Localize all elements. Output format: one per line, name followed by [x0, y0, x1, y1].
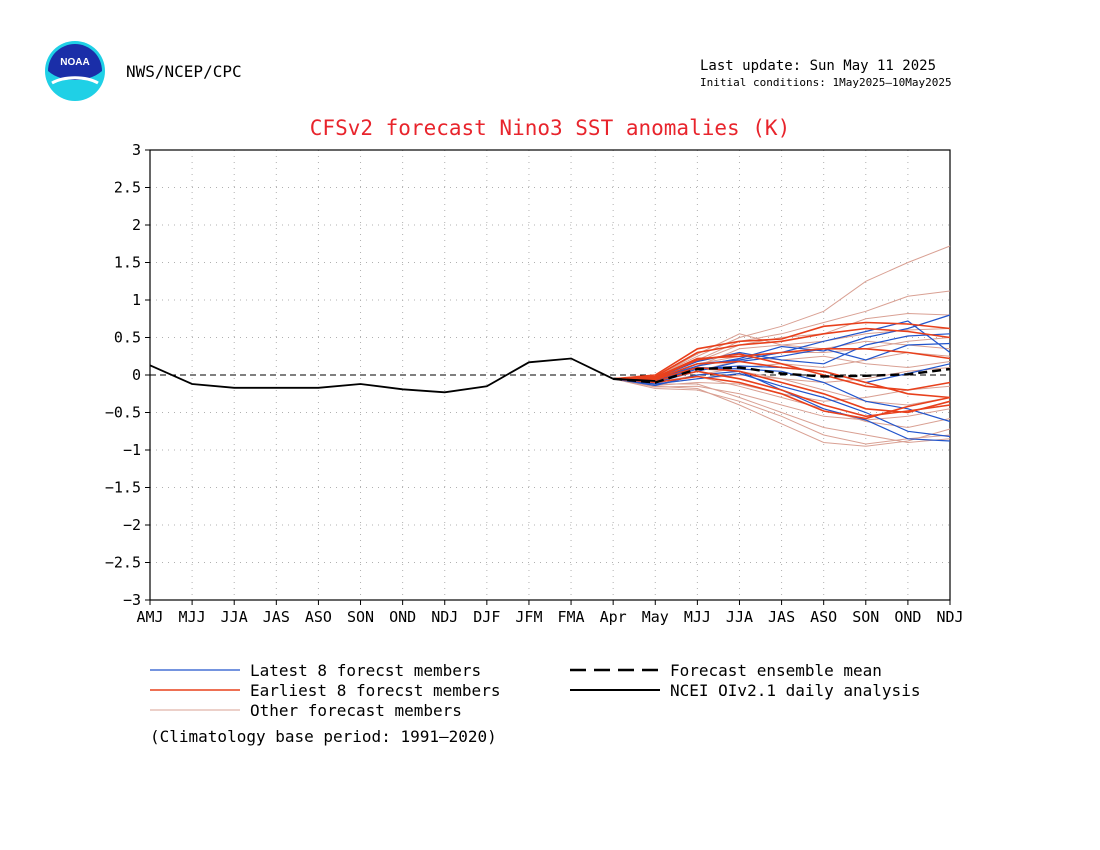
noaa-logo: NOAA — [44, 40, 106, 102]
legend-earliest-label: Earliest 8 forecst members — [250, 681, 500, 700]
y-tick-label: 0.5 — [114, 329, 141, 347]
other-member-line — [613, 378, 951, 444]
grid — [150, 150, 950, 600]
ensemble-mean-line — [613, 366, 951, 384]
y-tick-label: −2 — [123, 516, 141, 534]
initial-conditions: Initial conditions: 1May2025–10May2025 — [700, 76, 952, 89]
latest-member-line — [613, 366, 951, 423]
legend-mean-label: Forecast ensemble mean — [670, 661, 882, 680]
chart-title: CFSv2 forecast Nino3 SST anomalies (K) — [309, 116, 791, 140]
y-tick-label: 0 — [132, 366, 141, 384]
earliest-member-line — [613, 347, 951, 380]
other-member-line — [613, 378, 951, 447]
y-tick-label: −2.5 — [105, 554, 141, 572]
x-tick-label: JJA — [726, 608, 753, 626]
x-tick-label: JAS — [263, 608, 290, 626]
agency-label: NWS/NCEP/CPC — [126, 62, 242, 81]
x-tick-label: DJF — [473, 608, 500, 626]
y-tick-label: −0.5 — [105, 404, 141, 422]
earliest-member-line — [613, 360, 951, 399]
x-tick-label: OND — [894, 608, 921, 626]
x-tick-label: May — [642, 608, 669, 626]
x-tick-label: JAS — [768, 608, 795, 626]
y-tick-label: −3 — [123, 591, 141, 609]
series — [149, 245, 951, 447]
x-tick-label: JJA — [221, 608, 248, 626]
y-tick-label: 2.5 — [114, 179, 141, 197]
earliest-member-line — [613, 321, 951, 380]
legend-other-label: Other forecast members — [250, 701, 462, 720]
plot-frame — [149, 149, 951, 601]
y-tick-label: −1 — [123, 441, 141, 459]
legend-latest-label: Latest 8 forecst members — [250, 661, 481, 680]
last-update: Last update: Sun May 11 2025 — [700, 58, 937, 74]
y-tick-label: 1.5 — [114, 254, 141, 272]
x-tick-label: OND — [389, 608, 416, 626]
y-tick-label: −1.5 — [105, 479, 141, 497]
x-tick-label: AMJ — [136, 608, 163, 626]
x-tick-label: JFM — [515, 608, 542, 626]
x-tick-label: MJJ — [179, 608, 206, 626]
x-tick-label: SON — [852, 608, 879, 626]
earliest-member-line — [613, 353, 951, 391]
x-tick-label: NDJ — [936, 608, 963, 626]
other-member-line — [613, 290, 951, 380]
climatology-note: (Climatology base period: 1991–2020) — [150, 727, 497, 746]
y-tick-label: 1 — [132, 291, 141, 309]
earliest-member-line — [613, 327, 951, 380]
x-tick-label: ASO — [810, 608, 837, 626]
latest-member-line — [613, 372, 951, 438]
analysis-line — [149, 357, 656, 394]
x-tick-label: SON — [347, 608, 374, 626]
legend-analysis-label: NCEI OIv2.1 daily analysis — [670, 681, 920, 700]
svg-text:NOAA: NOAA — [60, 57, 89, 68]
other-member-line — [613, 333, 951, 380]
x-tick-label: MJJ — [684, 608, 711, 626]
x-tick-label: Apr — [600, 608, 627, 626]
y-tick-label: 3 — [132, 141, 141, 159]
other-member-line — [613, 378, 951, 445]
y-tick-label: 2 — [132, 216, 141, 234]
x-tick-label: ASO — [305, 608, 332, 626]
x-tick-label: NDJ — [431, 608, 458, 626]
earliest-member-line — [613, 375, 951, 420]
x-tick-label: FMA — [558, 608, 585, 626]
